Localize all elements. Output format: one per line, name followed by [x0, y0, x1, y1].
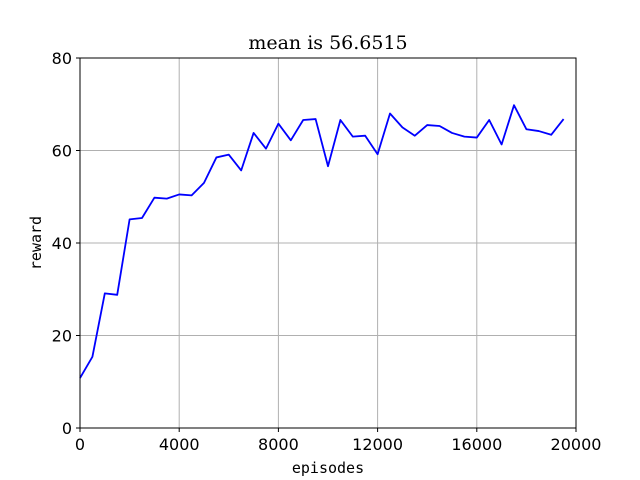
- y-tick-label: 20: [52, 327, 72, 346]
- y-tick-label: 60: [52, 142, 72, 161]
- x-tick-label: 0: [75, 435, 85, 454]
- x-tick-label: 8000: [258, 435, 299, 454]
- x-tick-label: 20000: [551, 435, 602, 454]
- y-axis: 0 20 40 60 80: [52, 49, 80, 438]
- y-tick-label: 80: [52, 49, 72, 68]
- y-tick-label: 0: [62, 419, 72, 438]
- grid: [79, 57, 577, 429]
- series-layer: [79, 104, 565, 379]
- x-axis-label: episodes: [292, 459, 364, 477]
- y-tick-label: 40: [52, 234, 72, 253]
- series-line: [79, 104, 565, 379]
- x-tick-label: 16000: [451, 435, 502, 454]
- x-axis: 0 4000 8000 12000 16000 20000: [75, 428, 602, 454]
- y-axis-label: reward: [27, 216, 45, 270]
- x-tick-label: 12000: [352, 435, 403, 454]
- x-tick-label: 4000: [159, 435, 200, 454]
- chart-title: mean is 56.6515: [248, 32, 407, 54]
